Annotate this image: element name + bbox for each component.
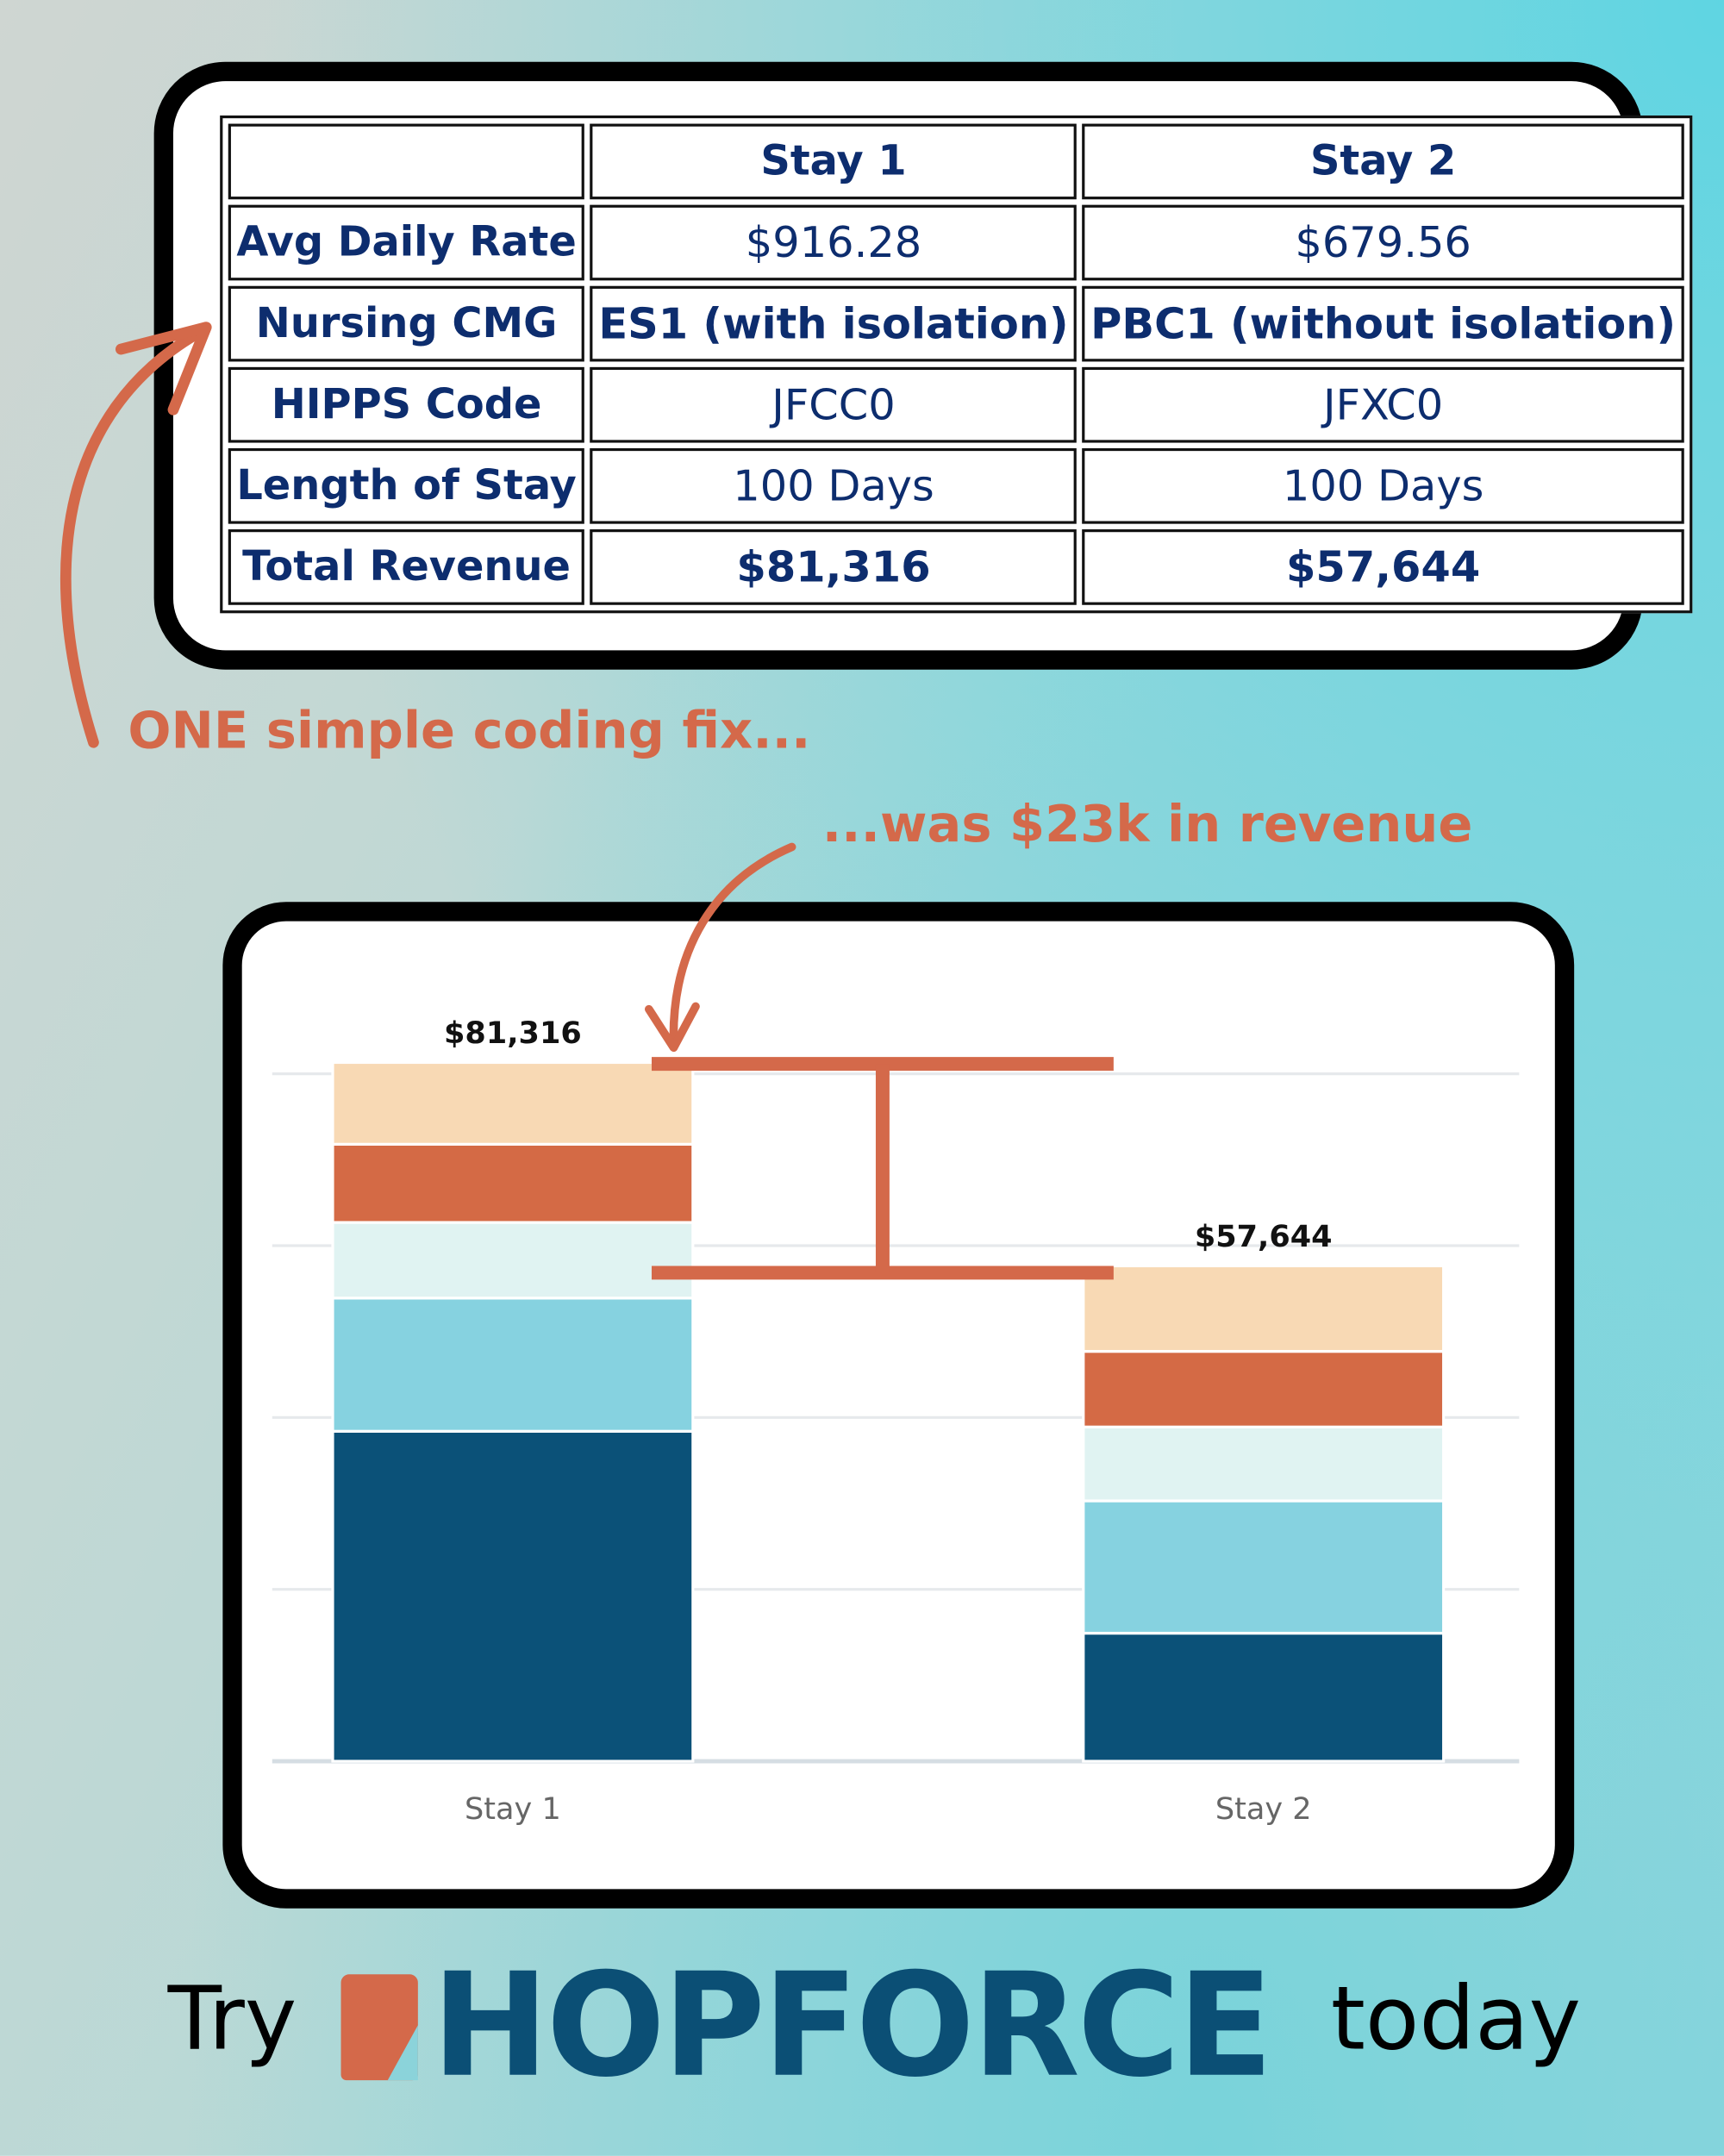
annotation-revenue: ...was $23k in revenue (821, 794, 1473, 854)
footer-today: today (1330, 1968, 1582, 2071)
bar-segment (1082, 1425, 1446, 1503)
total-label: $81,316 (444, 1016, 582, 1051)
bar-segment (331, 1429, 695, 1763)
header-stay1: Stay 1 (590, 123, 1078, 200)
x-tick-label: Stay 2 (1215, 1791, 1312, 1827)
bar-segment (331, 1142, 695, 1224)
row-label: Avg Daily Rate (228, 204, 585, 281)
header-stay2: Stay 2 (1082, 123, 1684, 200)
cell-stay2: JFXC0 (1082, 366, 1684, 443)
row-label: Nursing CMG (228, 285, 585, 362)
table-row: Length of Stay 100 Days 100 Days (228, 447, 1684, 524)
cell-stay1: ES1 (with isolation) (590, 285, 1078, 362)
cell-stay1: JFCC0 (590, 366, 1078, 443)
cell-stay2: $57,644 (1082, 529, 1684, 605)
annotation-fix: ONE simple coding fix... (128, 701, 811, 760)
arrowhead-icon (115, 322, 212, 416)
curved-arrow-icon (60, 324, 209, 748)
table-row: Nursing CMG ES1 (with isolation) PBC1 (wit… (228, 285, 1684, 362)
cell-stay1: $81,316 (590, 529, 1078, 605)
bar-segment (1082, 1631, 1446, 1763)
bar-segment (331, 1060, 695, 1146)
bar-segment (331, 1297, 695, 1433)
comparison-table: Stay 1 Stay 2 Avg Daily Rate $916.28 $679.… (220, 115, 1693, 614)
bar-segment (1082, 1264, 1446, 1353)
table-row: HIPPS Code JFCC0 JFXC0 (228, 366, 1684, 443)
cell-stay1: $916.28 (590, 204, 1078, 281)
row-label: Total Revenue (228, 529, 585, 605)
table-row: Total Revenue $81,316 $57,644 (228, 529, 1684, 605)
hopforce-logo-mark-icon (340, 1974, 418, 2081)
brand-logo: HOPFORCE (431, 1940, 1273, 2109)
curved-arrow-icon (669, 842, 796, 1049)
cell-stay2: $679.56 (1082, 204, 1684, 281)
cell-stay1: 100 Days (590, 447, 1078, 524)
bar-segment (1082, 1499, 1446, 1635)
row-label: Length of Stay (228, 447, 585, 524)
header-empty (228, 123, 585, 200)
arrowhead-icon (645, 1002, 700, 1053)
table-row: Avg Daily Rate $916.28 $679.56 (228, 204, 1684, 281)
bar-segment (331, 1221, 695, 1300)
total-label: $57,644 (1195, 1219, 1333, 1254)
table-header-row: Stay 1 Stay 2 (228, 123, 1684, 200)
x-tick-label: Stay 1 (465, 1791, 561, 1827)
row-label: HIPPS Code (228, 366, 585, 443)
footer-try: Try (167, 1968, 297, 2071)
cell-stay2: PBC1 (without isolation) (1082, 285, 1684, 362)
bar-segment (1082, 1349, 1446, 1428)
cell-stay2: 100 Days (1082, 447, 1684, 524)
